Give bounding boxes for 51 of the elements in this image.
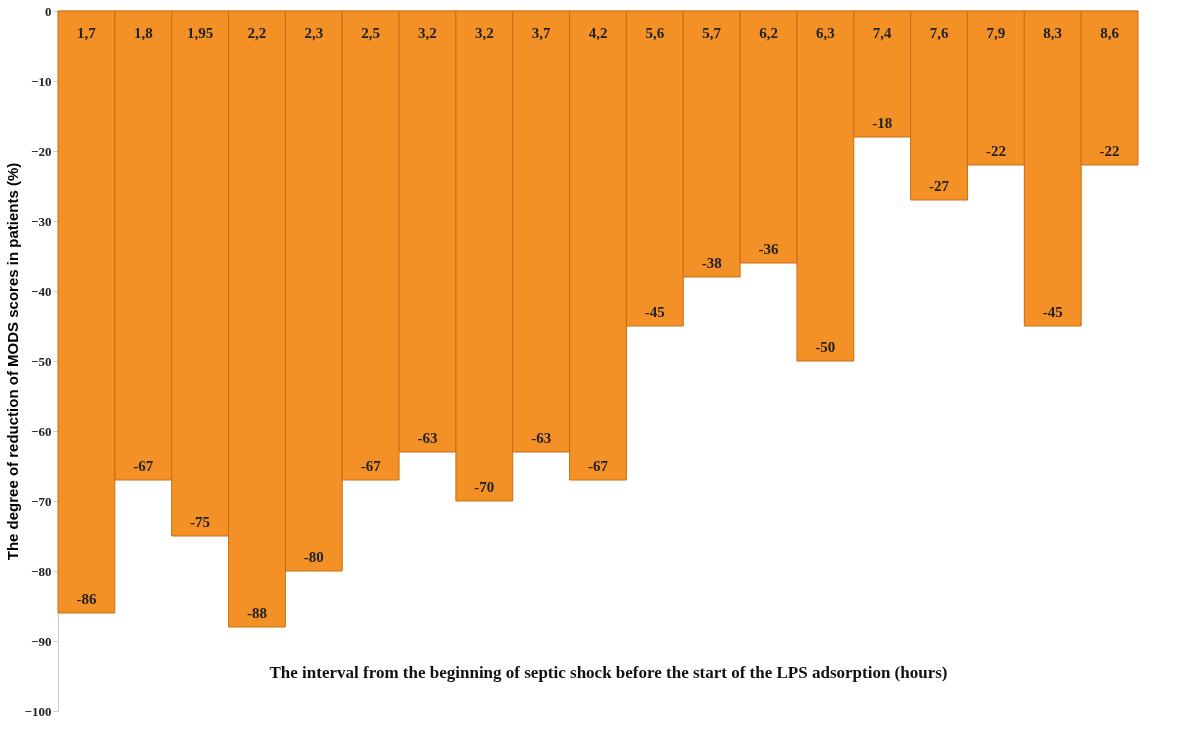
data-label: -50	[815, 339, 836, 355]
data-label: -63	[531, 430, 552, 446]
x-tick-label: 7,4	[872, 25, 893, 41]
data-label: -67	[588, 458, 609, 474]
x-tick-label: 3,2	[418, 25, 437, 41]
data-label: -18	[872, 115, 893, 131]
data-label: -63	[417, 430, 438, 446]
data-label: -45	[644, 304, 665, 320]
data-label: -70	[474, 479, 495, 495]
x-tick-label: 3,7	[531, 25, 552, 41]
y-tick-label: −100	[24, 703, 52, 719]
data-label: -22	[985, 143, 1006, 159]
y-tick-label: −90	[31, 633, 52, 649]
data-label: -22	[1099, 143, 1120, 159]
y-tick-label: −50	[31, 353, 52, 369]
x-tick-label: 2,5	[361, 25, 381, 41]
y-tick-label: −40	[31, 283, 52, 299]
x-axis-title: The interval from the beginning of septic shock before the start of the LPS adsorption (hours)	[269, 662, 948, 682]
data-label: -45	[1042, 304, 1063, 320]
x-tick-label: 8,3	[1043, 25, 1063, 41]
x-tick-label: 6,3	[815, 25, 835, 41]
data-label: -38	[701, 255, 722, 271]
y-tick-label: −80	[31, 563, 52, 579]
x-tick-label: 8,6	[1100, 25, 1120, 41]
data-label: -75	[190, 514, 211, 530]
data-label: -27	[929, 178, 950, 194]
x-tick-label: 5,7	[702, 25, 722, 41]
y-tick-label: −30	[31, 213, 52, 229]
x-tick-label: 3,2	[474, 25, 494, 41]
x-tick-label: 2,3	[304, 25, 324, 41]
y-axis-title: The degree of reduction of MODS scores in patients (%)	[3, 162, 21, 561]
x-tick-label: 7,9	[986, 25, 1006, 41]
x-tick-label: 1,8	[133, 25, 153, 41]
y-tick-label: −20	[31, 143, 52, 159]
y-tick-label: 0	[45, 3, 52, 19]
x-tick-label: 5,6	[645, 25, 665, 41]
x-tick-label: 7,6	[929, 25, 949, 41]
x-tick-label: 1,95	[186, 25, 214, 41]
x-tick-label: 4,2	[588, 25, 608, 41]
x-tick-label: 1,7	[77, 25, 97, 41]
y-tick-label: −70	[31, 493, 52, 509]
x-tick-label: 6,2	[759, 25, 778, 41]
y-tick-label: −60	[31, 423, 52, 439]
data-label: -88	[246, 605, 267, 621]
data-label: -67	[360, 458, 382, 474]
data-label: -67	[133, 458, 154, 474]
data-label: -86	[76, 591, 97, 607]
data-label: -80	[303, 549, 324, 565]
x-tick-label: 2,2	[247, 25, 267, 41]
y-tick-label: −10	[31, 73, 52, 89]
data-label: -36	[758, 241, 780, 257]
